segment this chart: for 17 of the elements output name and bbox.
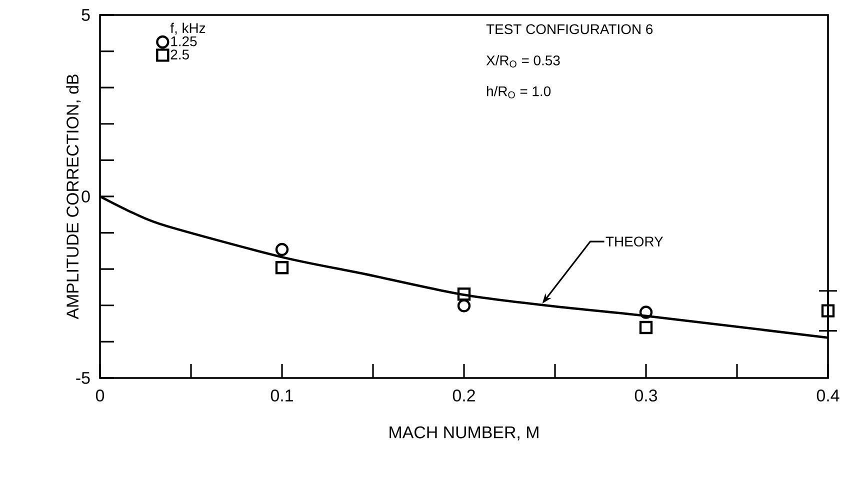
x-tick-label: 0.3	[634, 390, 658, 402]
y-axis-title: AMPLITUDE CORRECTION, dB	[66, 74, 81, 320]
x-tick-label: 0.2	[452, 390, 475, 402]
x-tick-label: 0.4	[816, 390, 840, 402]
annotation: h/R$_{O}$ = 1.0	[487, 86, 551, 98]
annotation: TEST CONFIGURATION 6	[486, 24, 653, 34]
y-tick-label: 5	[82, 9, 90, 21]
legend-label: 2.5	[170, 50, 189, 60]
annotation: X/R$_{O}$ = 0.53	[486, 55, 560, 68]
legend-title: f, kHz	[170, 22, 206, 35]
annotation: THEORY	[606, 236, 664, 247]
y-tick-label: -5	[76, 372, 90, 384]
x-tick-label: 0.1	[270, 390, 293, 402]
legend-label: 1.25	[171, 36, 197, 46]
y-tick-label: 0	[82, 190, 90, 202]
x-axis-title: MACH NUMBER, M	[390, 426, 538, 440]
x-tick-label: 0	[96, 390, 104, 402]
